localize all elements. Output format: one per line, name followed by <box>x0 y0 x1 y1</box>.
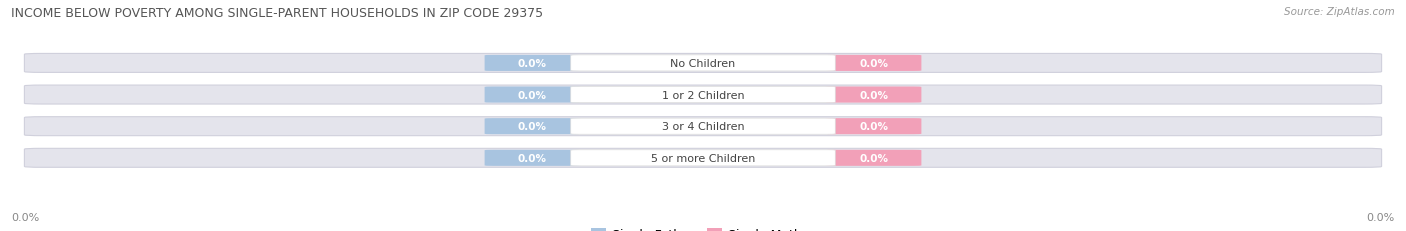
Legend: Single Father, Single Mother: Single Father, Single Mother <box>586 223 820 231</box>
FancyBboxPatch shape <box>825 119 921 135</box>
FancyBboxPatch shape <box>24 117 1382 136</box>
FancyBboxPatch shape <box>825 56 921 72</box>
Text: 0.0%: 0.0% <box>517 59 547 69</box>
FancyBboxPatch shape <box>825 87 921 103</box>
FancyBboxPatch shape <box>825 150 921 166</box>
FancyBboxPatch shape <box>24 149 1382 167</box>
Text: 3 or 4 Children: 3 or 4 Children <box>662 122 744 132</box>
Text: 0.0%: 0.0% <box>1367 212 1395 222</box>
FancyBboxPatch shape <box>24 86 1382 105</box>
Text: 1 or 2 Children: 1 or 2 Children <box>662 90 744 100</box>
FancyBboxPatch shape <box>485 119 581 135</box>
Text: No Children: No Children <box>671 59 735 69</box>
Text: 0.0%: 0.0% <box>859 59 889 69</box>
Text: 0.0%: 0.0% <box>517 122 547 132</box>
FancyBboxPatch shape <box>571 87 835 103</box>
Text: 0.0%: 0.0% <box>859 122 889 132</box>
FancyBboxPatch shape <box>571 150 835 166</box>
Text: Source: ZipAtlas.com: Source: ZipAtlas.com <box>1284 7 1395 17</box>
Text: 0.0%: 0.0% <box>11 212 39 222</box>
FancyBboxPatch shape <box>485 56 581 72</box>
FancyBboxPatch shape <box>24 54 1382 73</box>
FancyBboxPatch shape <box>571 56 835 72</box>
Text: 0.0%: 0.0% <box>859 90 889 100</box>
Text: 0.0%: 0.0% <box>517 90 547 100</box>
Text: 0.0%: 0.0% <box>517 153 547 163</box>
Text: 0.0%: 0.0% <box>859 153 889 163</box>
FancyBboxPatch shape <box>571 119 835 135</box>
Text: 5 or more Children: 5 or more Children <box>651 153 755 163</box>
FancyBboxPatch shape <box>485 87 581 103</box>
Text: INCOME BELOW POVERTY AMONG SINGLE-PARENT HOUSEHOLDS IN ZIP CODE 29375: INCOME BELOW POVERTY AMONG SINGLE-PARENT… <box>11 7 543 20</box>
FancyBboxPatch shape <box>485 150 581 166</box>
